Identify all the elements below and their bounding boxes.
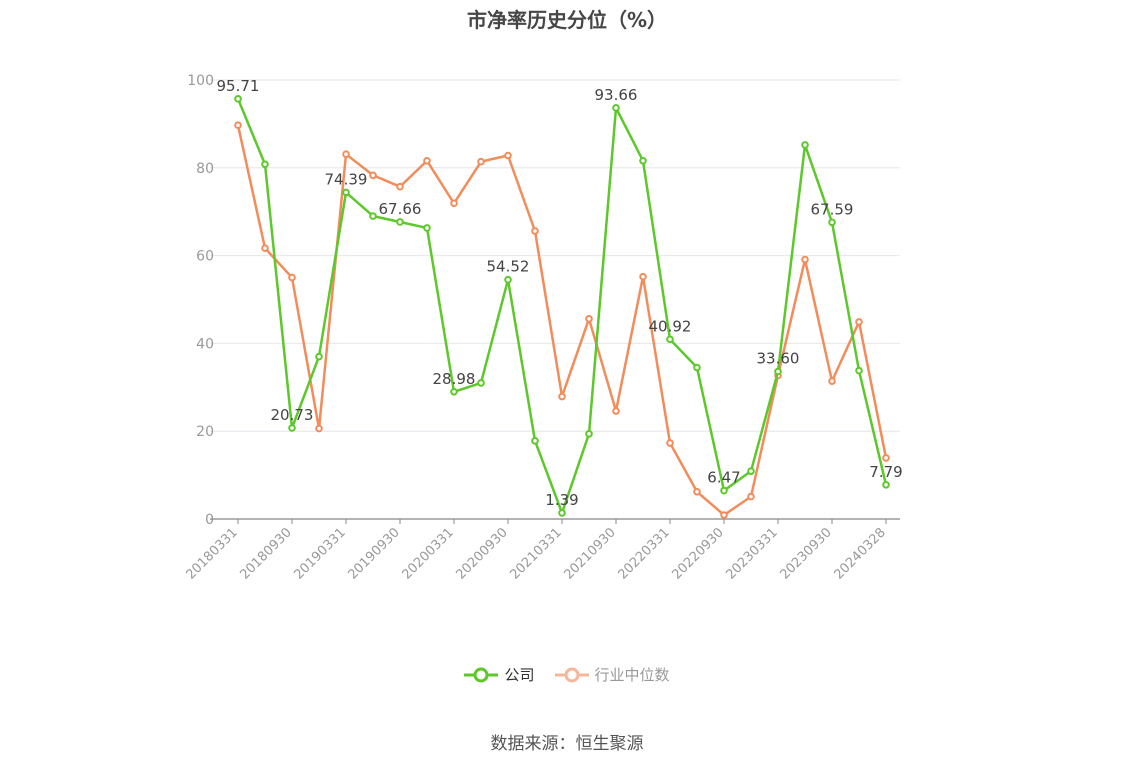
company-point: [396, 218, 404, 226]
company-point: [558, 509, 566, 517]
company-point: [450, 387, 458, 396]
company-point: [531, 437, 539, 445]
company-point: [477, 379, 485, 387]
legend-item-company[interactable]: 公司: [464, 664, 535, 685]
industry-point: [693, 487, 701, 496]
company-point: [504, 275, 512, 284]
industry-point: [531, 227, 539, 235]
industry-point: [828, 377, 836, 385]
company-point: [315, 352, 323, 361]
industry-point: [612, 407, 620, 415]
data-label: 20.73: [271, 406, 314, 424]
industry-point: [234, 121, 242, 130]
y-tick-label: 100: [187, 73, 214, 89]
industry-point: [720, 511, 728, 519]
industry-point: [288, 273, 296, 282]
x-tick-label: 20190930: [345, 525, 402, 582]
grid-lines: [210, 79, 900, 432]
y-tick-label: 80: [196, 161, 214, 177]
series-lines: [234, 95, 890, 519]
company-point: [261, 160, 269, 169]
industry-point: [261, 244, 269, 252]
legend: 公司 行业中位数: [0, 664, 1134, 685]
company-point: [747, 467, 755, 475]
data-label: 7.79: [869, 463, 902, 481]
industry-point: [639, 272, 647, 281]
x-tick-label: 20190331: [291, 525, 348, 582]
legend-item-industry[interactable]: 行业中位数: [554, 664, 670, 685]
industry-point: [585, 315, 593, 323]
company-point: [288, 424, 296, 432]
industry-point: [855, 318, 863, 326]
company-point: [693, 363, 701, 372]
data-label: 67.66: [379, 200, 422, 218]
company-point: [612, 104, 620, 112]
data-label: 6.47: [707, 469, 740, 487]
x-tick-label: 20230930: [777, 525, 834, 582]
legend-label-company: 公司: [504, 666, 535, 684]
company-point: [666, 335, 674, 344]
x-tick-label: 20180331: [183, 525, 240, 582]
company-point: [423, 224, 431, 232]
data-label: 33.60: [757, 349, 800, 367]
company-point: [720, 486, 728, 495]
company-point: [639, 156, 647, 165]
source-note: 数据来源：恒生聚源: [490, 734, 644, 754]
y-tick-label: 60: [196, 249, 214, 265]
industry-point: [801, 255, 809, 264]
data-label: 74.39: [325, 170, 368, 188]
company-point: [801, 141, 809, 149]
x-tick-label: 20220930: [669, 525, 726, 582]
data-label: 1.39: [545, 491, 578, 509]
industry-point: [396, 182, 404, 191]
data-label: 40.92: [649, 317, 692, 335]
industry-point: [477, 157, 485, 166]
data-label: 67.59: [811, 200, 854, 218]
data-label: 93.66: [595, 86, 638, 104]
industry-point: [558, 392, 566, 401]
x-tick-label: 20200331: [399, 525, 456, 582]
legend-label-industry: 行业中位数: [594, 666, 670, 684]
industry-point: [504, 151, 512, 160]
industry-point: [342, 150, 350, 158]
chart-title: 市净率历史分位（%）: [466, 8, 668, 32]
x-tick-label: 20180930: [237, 525, 294, 582]
company-point: [882, 481, 890, 489]
x-tick-label: 20200930: [453, 525, 510, 582]
x-tick-label: 20210331: [507, 525, 564, 582]
industry-point: [666, 439, 674, 447]
y-tick-label: 20: [196, 424, 214, 440]
industry-point: [315, 424, 323, 433]
y-tick-label: 0: [205, 512, 214, 528]
x-tick-label: 20230331: [723, 525, 780, 582]
legend-swatch-company: [464, 667, 499, 682]
industry-point: [882, 454, 890, 462]
industry-point: [423, 156, 431, 165]
legend-swatch-industry: [554, 667, 589, 682]
company-point: [234, 95, 242, 103]
company-point: [342, 188, 350, 197]
data-label: 54.52: [487, 258, 530, 276]
y-tick-label: 40: [196, 336, 214, 352]
company-point: [774, 367, 782, 376]
data-labels: 95.71 20.73 74.39 67.66 28.98 54.52 1.39 93.66 4…: [217, 77, 903, 509]
industry-point: [450, 199, 458, 208]
industry-point: [369, 171, 377, 180]
company-point: [828, 218, 836, 227]
company-line: [236, 98, 888, 515]
data-label: 28.98: [433, 370, 476, 388]
data-label: 95.71: [217, 77, 260, 95]
x-tick-label: 20240328: [831, 525, 888, 582]
company-point: [585, 430, 593, 438]
x-tick-label: 20220331: [615, 525, 672, 582]
company-point: [369, 212, 377, 220]
x-tick-label: 20210930: [561, 525, 618, 582]
company-point: [855, 366, 863, 375]
industry-point: [747, 492, 755, 501]
axes: 0 20 40 60 80 100 2018033120180930201903312019…: [183, 73, 900, 583]
